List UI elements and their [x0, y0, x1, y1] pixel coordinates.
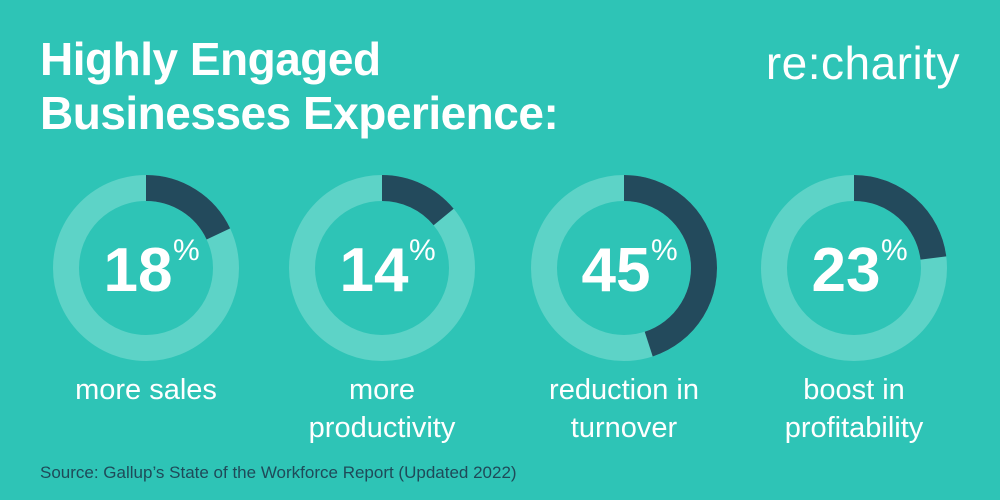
stat-value: 23: [812, 236, 881, 305]
stat-unit: %: [409, 234, 436, 267]
stat-value: 18: [104, 236, 173, 305]
stat-donut-2: 14%: [289, 175, 475, 361]
donut-value-arc: [145, 175, 231, 240]
stat-label: more sales: [36, 371, 256, 409]
stat-value: 14: [340, 236, 409, 305]
brand-logo: re:charity: [765, 37, 960, 89]
title-line-1: Highly Engaged: [40, 33, 381, 85]
stat-label-line: turnover: [570, 412, 678, 444]
stat-label: boost in profitability: [744, 371, 964, 447]
donut-value-arc: [623, 175, 717, 357]
stat-value: 45: [582, 236, 651, 305]
stat-donut-4: 23%: [761, 175, 947, 361]
stat-label-line: productivity: [308, 412, 456, 444]
stat-label-line: boost in: [803, 374, 905, 406]
donut-value-arc: [381, 175, 454, 226]
stat-label: reduction in turnover: [514, 371, 734, 447]
stat-label-line: reduction in: [549, 374, 699, 406]
stat-label-line: profitability: [784, 412, 924, 444]
stat-unit: %: [651, 234, 678, 267]
stat-label: more productivity: [272, 371, 492, 447]
donut-value-arc: [853, 175, 947, 261]
page-title: Highly Engaged Businesses Experience:: [40, 32, 559, 140]
stat-label-line: more: [348, 374, 416, 406]
stat-label-line: more sales: [75, 374, 217, 406]
stat-unit: %: [881, 234, 908, 267]
stat-donut-1: 18%: [53, 175, 239, 361]
stat-donut-3: 45%: [531, 175, 717, 361]
title-line-2: Businesses Experience:: [40, 87, 559, 139]
stat-unit: %: [173, 234, 200, 267]
source-note: Source: Gallup’s State of the Workforce …: [40, 463, 517, 482]
